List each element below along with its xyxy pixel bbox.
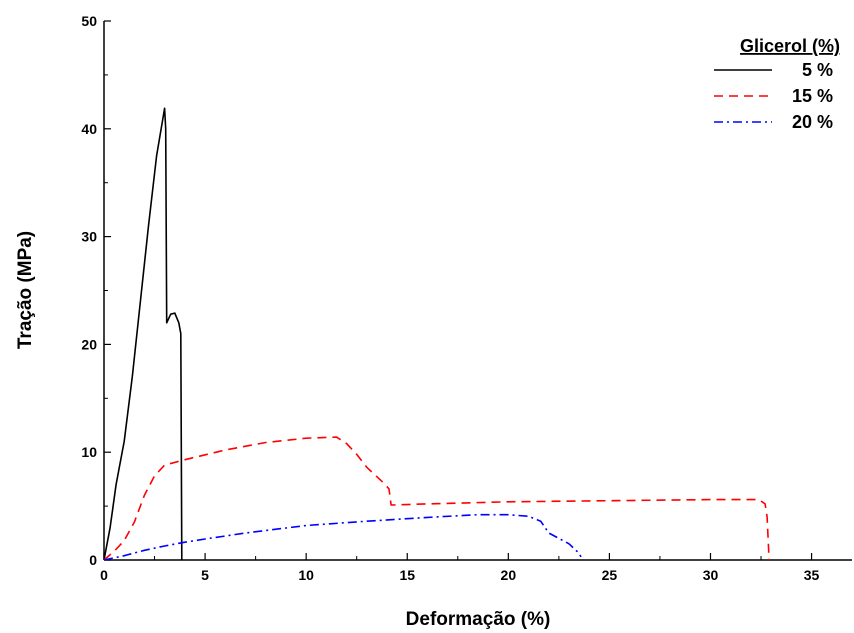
y-tick-label: 20 xyxy=(81,336,97,352)
x-tick-label: 0 xyxy=(100,567,108,583)
x-tick-label: 10 xyxy=(298,567,314,583)
y-tick-label: 40 xyxy=(81,121,97,137)
x-tick-label: 30 xyxy=(703,567,719,583)
plot-series xyxy=(103,107,770,561)
series-line-1 xyxy=(103,107,183,561)
series-line-3 xyxy=(103,513,582,561)
series-line-2 xyxy=(103,436,770,561)
legend-label-1: 5 % xyxy=(802,60,833,80)
x-tick-label: 25 xyxy=(602,567,618,583)
y-axis-label: Tração (MPa) xyxy=(15,231,36,349)
x-axis-label: Deformação (%) xyxy=(406,609,551,630)
legend-label-2: 15 % xyxy=(792,86,833,106)
y-tick-label: 30 xyxy=(81,229,97,245)
y-tick-label: 50 xyxy=(81,13,97,29)
y-tick-label: 10 xyxy=(81,444,97,460)
x-tick-label: 35 xyxy=(804,567,820,583)
x-tick-label: 5 xyxy=(201,567,209,583)
legend: Glicerol (%) 5 % 15 % 20 % xyxy=(714,36,840,132)
plot-axes: 0 5 10 15 20 25 30 35 0 10 20 30 40 50 xyxy=(81,13,852,583)
legend-title: Glicerol (%) xyxy=(740,36,840,56)
y-tick-label: 0 xyxy=(89,552,97,568)
x-tick-label: 20 xyxy=(501,567,517,583)
legend-label-3: 20 % xyxy=(792,112,833,132)
x-tick-label: 15 xyxy=(399,567,415,583)
